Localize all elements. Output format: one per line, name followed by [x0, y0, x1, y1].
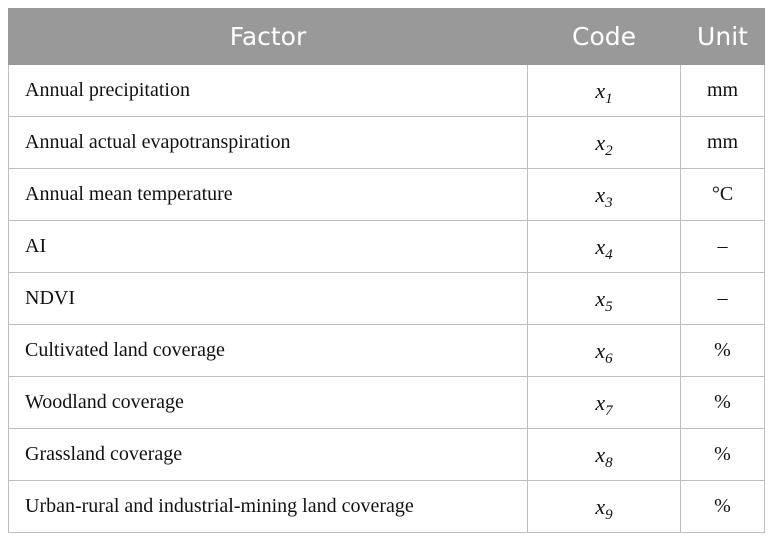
code-cell: x4 [527, 220, 681, 273]
code-variable: x [595, 337, 606, 363]
factor-cell: Annual mean temperature [8, 168, 528, 221]
unit-cell: % [680, 428, 765, 481]
factor-table-container: Factor Code Unit Annual precipitation x1… [8, 8, 765, 533]
code-variable: x [595, 233, 606, 259]
code-cell: x8 [527, 428, 681, 481]
unit-cell: mm [680, 64, 765, 117]
header-factor: Factor [8, 8, 528, 65]
factor-cell: AI [8, 220, 528, 273]
unit-cell: % [680, 376, 765, 429]
code-subscript: 8 [605, 454, 613, 471]
table-row: Grassland coverage x8 % [8, 428, 765, 481]
unit-cell: mm [680, 116, 765, 169]
table-row: NDVI x5 – [8, 272, 765, 325]
code-variable: x [595, 181, 606, 207]
table-row: Urban-rural and industrial-mining land c… [8, 480, 765, 533]
code-variable: x [595, 77, 606, 103]
factor-table: Factor Code Unit Annual precipitation x1… [8, 8, 765, 533]
code-subscript: 3 [605, 194, 613, 211]
code-cell: x2 [527, 116, 681, 169]
code-cell: x3 [527, 168, 681, 221]
code-subscript: 4 [605, 246, 613, 263]
table-row: Cultivated land coverage x6 % [8, 324, 765, 377]
factor-cell: Grassland coverage [8, 428, 528, 481]
header-unit: Unit [680, 8, 765, 65]
factor-cell: Annual precipitation [8, 64, 528, 117]
code-cell: x5 [527, 272, 681, 325]
code-variable: x [595, 441, 606, 467]
code-subscript: 1 [605, 90, 613, 107]
header-code: Code [527, 8, 681, 65]
code-subscript: 5 [605, 298, 613, 315]
factor-cell: Urban-rural and industrial-mining land c… [8, 480, 528, 533]
factor-cell: Annual actual evapotranspiration [8, 116, 528, 169]
code-variable: x [595, 285, 606, 311]
code-subscript: 2 [605, 142, 613, 159]
code-variable: x [595, 493, 606, 519]
unit-cell: % [680, 324, 765, 377]
factor-cell: Woodland coverage [8, 376, 528, 429]
code-cell: x7 [527, 376, 681, 429]
table-row: AI x4 – [8, 220, 765, 273]
unit-cell: – [680, 272, 765, 325]
header-row: Factor Code Unit [8, 8, 765, 65]
code-cell: x1 [527, 64, 681, 117]
table-row: Annual mean temperature x3 °C [8, 168, 765, 221]
table-row: Annual precipitation x1 mm [8, 64, 765, 117]
code-variable: x [595, 129, 606, 155]
factor-cell: Cultivated land coverage [8, 324, 528, 377]
table-row: Annual actual evapotranspiration x2 mm [8, 116, 765, 169]
unit-cell: % [680, 480, 765, 533]
table-body: Annual precipitation x1 mm Annual actual… [8, 64, 765, 533]
unit-cell: °C [680, 168, 765, 221]
unit-cell: – [680, 220, 765, 273]
code-subscript: 9 [605, 506, 613, 523]
table-row: Woodland coverage x7 % [8, 376, 765, 429]
code-subscript: 6 [605, 350, 613, 367]
code-variable: x [595, 389, 606, 415]
table-header: Factor Code Unit [8, 8, 765, 65]
code-cell: x6 [527, 324, 681, 377]
code-subscript: 7 [605, 402, 613, 419]
code-cell: x9 [527, 480, 681, 533]
factor-cell: NDVI [8, 272, 528, 325]
